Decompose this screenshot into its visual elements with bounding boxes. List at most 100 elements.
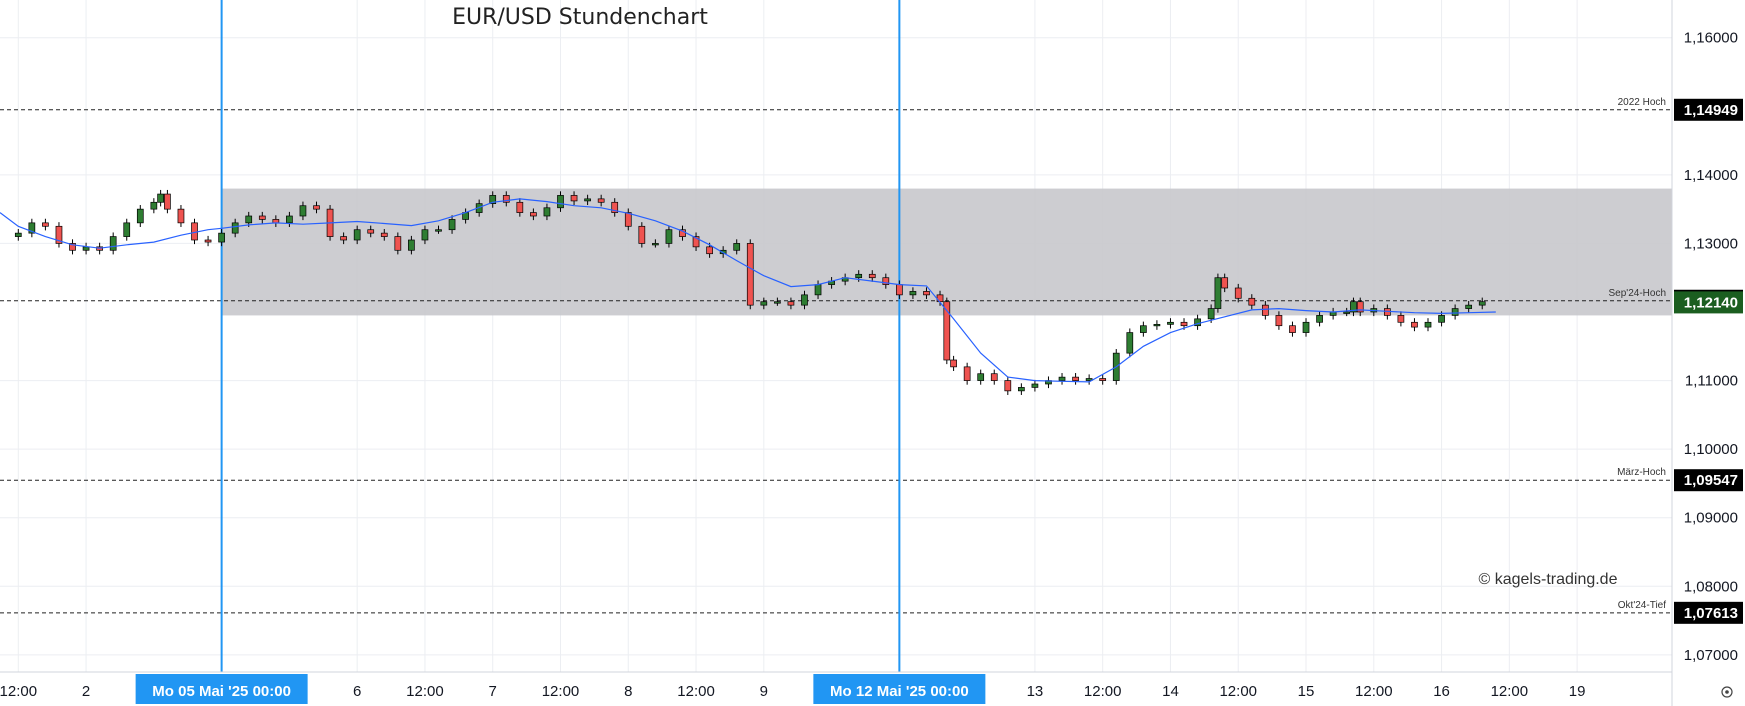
price-badge [1674, 601, 1743, 624]
candle-body [1099, 378, 1107, 381]
candle-body [624, 212, 632, 227]
candle-body [177, 208, 185, 224]
candle-body [394, 236, 402, 251]
candle-body [611, 201, 619, 213]
candle-body [1248, 297, 1256, 306]
candle-body [340, 236, 347, 241]
candle-body [14, 232, 22, 237]
candle-body [1167, 321, 1174, 325]
x-tick-label: 12:00 [1355, 683, 1393, 700]
grid [0, 0, 1672, 672]
candle-body [1289, 325, 1296, 333]
candle-body [28, 222, 36, 234]
candle-body [597, 198, 605, 203]
candle-body [1350, 301, 1357, 313]
x-tick-label: 2 [82, 683, 90, 700]
candle-body [164, 193, 171, 210]
x-tick-label: 15 [1298, 683, 1315, 700]
candle-body [1316, 315, 1323, 323]
settings-icon[interactable] [1721, 686, 1733, 698]
candle-body [1153, 323, 1161, 327]
candle-body [1180, 321, 1188, 327]
candle-body [1302, 321, 1310, 333]
candle-body [421, 229, 429, 241]
x-tick-label: 12:00 [1491, 683, 1529, 700]
candle-body [123, 222, 131, 237]
candle-body [638, 225, 646, 244]
candle-body [299, 205, 307, 217]
resistance-zone [221, 188, 1672, 316]
price-badge [1674, 98, 1743, 121]
time-axis: 12:00 2 6 12:00 7 12:00 8 12:00 9 13 12:00 14 12:00 1… [0, 674, 1585, 704]
x-tick-label: 12:00 [542, 683, 580, 700]
candle-body [990, 373, 998, 381]
candle-body [570, 195, 578, 202]
candle-body [69, 243, 76, 251]
candle-body [1478, 301, 1486, 306]
candle-body [1058, 376, 1066, 381]
candle-body [353, 229, 361, 241]
candle-body [1221, 277, 1229, 289]
candle-body [1397, 315, 1405, 323]
candle-body [150, 201, 158, 210]
y-tick-label: 1,09000 [1684, 510, 1738, 527]
session-date-badge [813, 674, 986, 704]
watermark: © kagels-trading.de [1479, 571, 1618, 588]
candle-body [231, 222, 239, 234]
candle-body [719, 249, 727, 255]
session-date-label: Mo 05 Mai '25 00:00 [152, 683, 291, 700]
x-tick-label: 6 [353, 683, 361, 700]
candle-body [109, 236, 117, 251]
x-tick-label: 19 [1569, 683, 1586, 700]
y-tick-label: 1,14000 [1684, 167, 1738, 184]
candle-body [584, 198, 591, 202]
x-tick-label: 7 [489, 683, 497, 700]
candle-body [1004, 380, 1012, 392]
candle-body [1465, 304, 1473, 309]
candle-body [855, 273, 863, 279]
candle-body [530, 212, 537, 217]
candle-body [760, 301, 768, 306]
session-date-label: Mo 12 Mai '25 00:00 [830, 683, 969, 700]
y-tick-label: 1,10000 [1684, 441, 1738, 458]
candle-body [502, 195, 510, 203]
horizontal-levels: 2022 Hoch Sep'24-Hoch März-Hoch Okt'24-Tief [0, 97, 1672, 614]
candle-body [1356, 301, 1364, 313]
chart-title: EUR/USD Stundenchart [452, 5, 708, 30]
candle-body [557, 195, 564, 209]
candle-body [943, 301, 951, 361]
candle-body [258, 215, 266, 220]
candle-body [977, 373, 985, 381]
moving-average-line [0, 198, 1496, 383]
session-lines [220, 0, 901, 672]
candle-body [367, 229, 375, 234]
y-tick-label: 1,13000 [1684, 235, 1738, 252]
candle-body [1275, 315, 1283, 327]
candle-body [1140, 325, 1147, 333]
candle-body [245, 215, 253, 224]
x-tick-label: 12:00 [1084, 683, 1122, 700]
x-tick-label: 12:00 [0, 683, 37, 700]
candle-body [1207, 308, 1215, 320]
candle-body [1424, 321, 1432, 328]
price-badge [1674, 291, 1743, 314]
candle-body [774, 301, 781, 304]
x-tick-label: 8 [624, 683, 632, 700]
candle-body [1343, 311, 1351, 314]
x-tick-label: 16 [1433, 683, 1450, 700]
candle-body [516, 201, 524, 213]
candle-body [543, 207, 551, 217]
candle-body [706, 246, 713, 255]
candle-body [1411, 321, 1418, 328]
candle-body [489, 195, 497, 205]
candle-body [896, 284, 903, 296]
candle-body [814, 284, 822, 296]
candle-body [1031, 383, 1039, 388]
candle-body [665, 229, 673, 244]
candle-body [435, 229, 442, 232]
x-tick-label: 9 [760, 683, 768, 700]
y-tick-label: 1,11000 [1685, 373, 1738, 390]
candle-body [1451, 308, 1459, 316]
